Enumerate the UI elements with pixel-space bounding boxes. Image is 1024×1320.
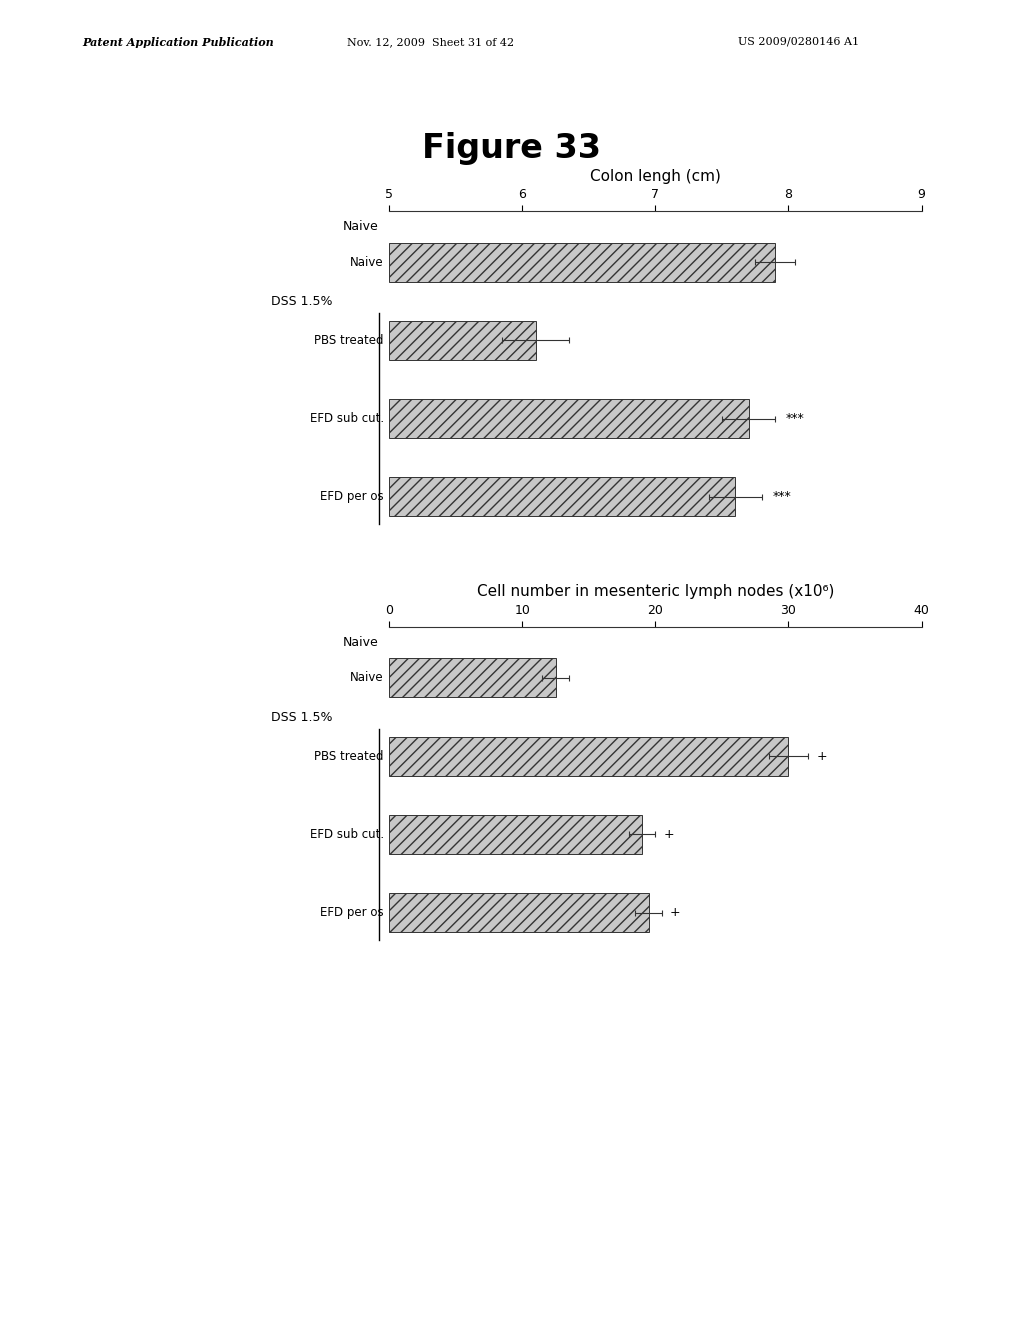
Text: EFD per os: EFD per os bbox=[321, 491, 384, 503]
Text: ***: *** bbox=[772, 491, 792, 503]
Bar bbox=[389, 894, 649, 932]
Bar bbox=[389, 399, 749, 438]
Text: Figure 33: Figure 33 bbox=[423, 132, 601, 165]
Bar bbox=[389, 814, 642, 854]
Text: Naive: Naive bbox=[350, 256, 384, 268]
Text: Naive: Naive bbox=[343, 220, 379, 234]
Text: DSS 1.5%: DSS 1.5% bbox=[271, 294, 333, 308]
Text: Nov. 12, 2009  Sheet 31 of 42: Nov. 12, 2009 Sheet 31 of 42 bbox=[346, 37, 514, 48]
Text: PBS treated: PBS treated bbox=[314, 750, 384, 763]
Text: +: + bbox=[670, 907, 681, 919]
Text: Naive: Naive bbox=[343, 636, 379, 649]
Bar bbox=[389, 659, 555, 697]
Text: +: + bbox=[816, 750, 827, 763]
Text: US 2009/0280146 A1: US 2009/0280146 A1 bbox=[738, 37, 859, 48]
Text: Naive: Naive bbox=[350, 672, 384, 684]
Text: EFD sub cut.: EFD sub cut. bbox=[309, 828, 384, 841]
Text: ***: *** bbox=[785, 412, 805, 425]
Text: PBS treated: PBS treated bbox=[314, 334, 384, 347]
Bar bbox=[389, 243, 775, 281]
Bar bbox=[389, 321, 536, 360]
Text: DSS 1.5%: DSS 1.5% bbox=[271, 710, 333, 723]
Title: Colon lengh (cm): Colon lengh (cm) bbox=[590, 169, 721, 183]
Text: EFD sub cut.: EFD sub cut. bbox=[309, 412, 384, 425]
Bar bbox=[389, 737, 788, 776]
Text: Patent Application Publication: Patent Application Publication bbox=[82, 37, 273, 48]
Text: +: + bbox=[664, 828, 674, 841]
Title: Cell number in mesenteric lymph nodes (x10⁶): Cell number in mesenteric lymph nodes (x… bbox=[477, 585, 834, 599]
Bar bbox=[389, 478, 735, 516]
Text: EFD per os: EFD per os bbox=[321, 907, 384, 919]
